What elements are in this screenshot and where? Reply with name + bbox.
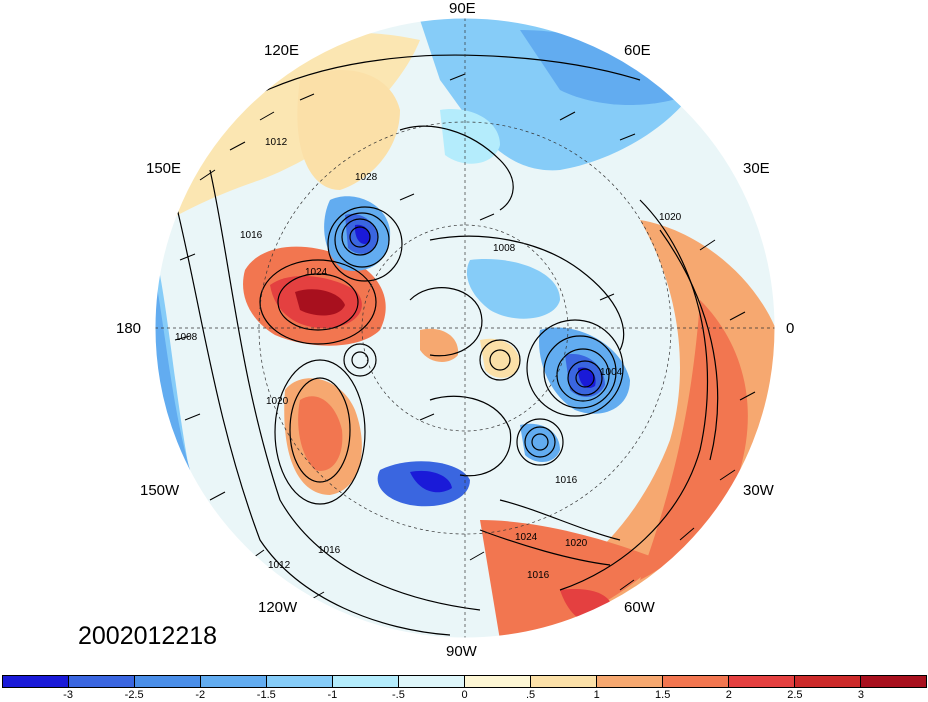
lon-label-90w: 90W [446, 643, 477, 660]
contour-label: 1012 [268, 560, 291, 571]
contour-label: 1008 [175, 332, 198, 343]
lon-label-120w: 120W [258, 599, 298, 616]
colorbar-tick-label: -1 [327, 689, 338, 701]
colorbar-swatch [597, 676, 663, 687]
lon-label-60e: 60E [624, 42, 651, 59]
contour-label: 1020 [266, 396, 289, 407]
colorbar-tick-label: 2.5 [787, 689, 803, 701]
colorbar-swatch [795, 676, 861, 687]
colorbar-swatch [135, 676, 201, 687]
colorbar-swatch [531, 676, 597, 687]
contour-label: 1020 [659, 212, 682, 223]
lon-label-90e: 90E [449, 0, 476, 17]
lon-label-150w: 150W [140, 482, 180, 499]
contour-label: 1016 [318, 545, 341, 556]
colorbar-swatch [201, 676, 267, 687]
colorbar-swatch [333, 676, 399, 687]
isobar-contours [174, 54, 719, 636]
lon-label-0: 0 [786, 320, 795, 337]
timestamp-label: 2002012218 [78, 622, 218, 650]
colorbar-tick-label: -2.5 [124, 689, 144, 701]
contour-label: 1020 [565, 538, 588, 549]
colorbar-swatch [399, 676, 465, 687]
graticule [155, 18, 775, 638]
contour-label: 1016 [555, 475, 578, 486]
lon-label-180: 180 [116, 320, 142, 337]
colorbar-tick-label: 1 [593, 689, 600, 701]
colorbar-tick-label: -3 [63, 689, 73, 701]
colorbar-swatch [663, 676, 729, 687]
colorbar-tick-label: 3 [857, 689, 864, 701]
contour-label: 1024 [515, 532, 538, 543]
contour-label: 1008 [493, 243, 516, 254]
lon-label-30w: 30W [743, 482, 774, 499]
contour-label: 1016 [527, 570, 550, 581]
colorbar-swatch [861, 676, 926, 687]
contour-label: 1016 [240, 230, 263, 241]
map-border [154, 17, 776, 639]
contour-label: 1024 [305, 267, 328, 278]
contour-label: 1028 [355, 172, 378, 183]
colorbar-tick-label: .5 [525, 689, 536, 701]
colorbar-swatch [3, 676, 69, 687]
lon-label-150e: 150E [146, 160, 182, 177]
contour-label: 1012 [265, 137, 288, 148]
colorbar-swatch [69, 676, 135, 687]
contour-label: 1004 [600, 367, 623, 378]
colorbar-tick-label: 2 [725, 689, 732, 701]
colorbar [2, 675, 927, 688]
colorbar-tick-label: 1.5 [655, 689, 671, 701]
colorbar-swatch [729, 676, 795, 687]
wind-barbs [174, 73, 756, 601]
colorbar-tick-label: -.5 [392, 689, 405, 701]
colorbar-tick-label: 0 [461, 689, 468, 701]
colorbar-swatch [465, 676, 531, 687]
lon-label-60w: 60W [624, 599, 655, 616]
colorbar-swatch [267, 676, 333, 687]
lon-label-120e: 120E [264, 42, 300, 59]
colorbar-tick-label: -2 [195, 689, 206, 701]
colorbar-tick-label: -1.5 [256, 689, 276, 701]
lon-label-30e: 30E [743, 160, 770, 177]
